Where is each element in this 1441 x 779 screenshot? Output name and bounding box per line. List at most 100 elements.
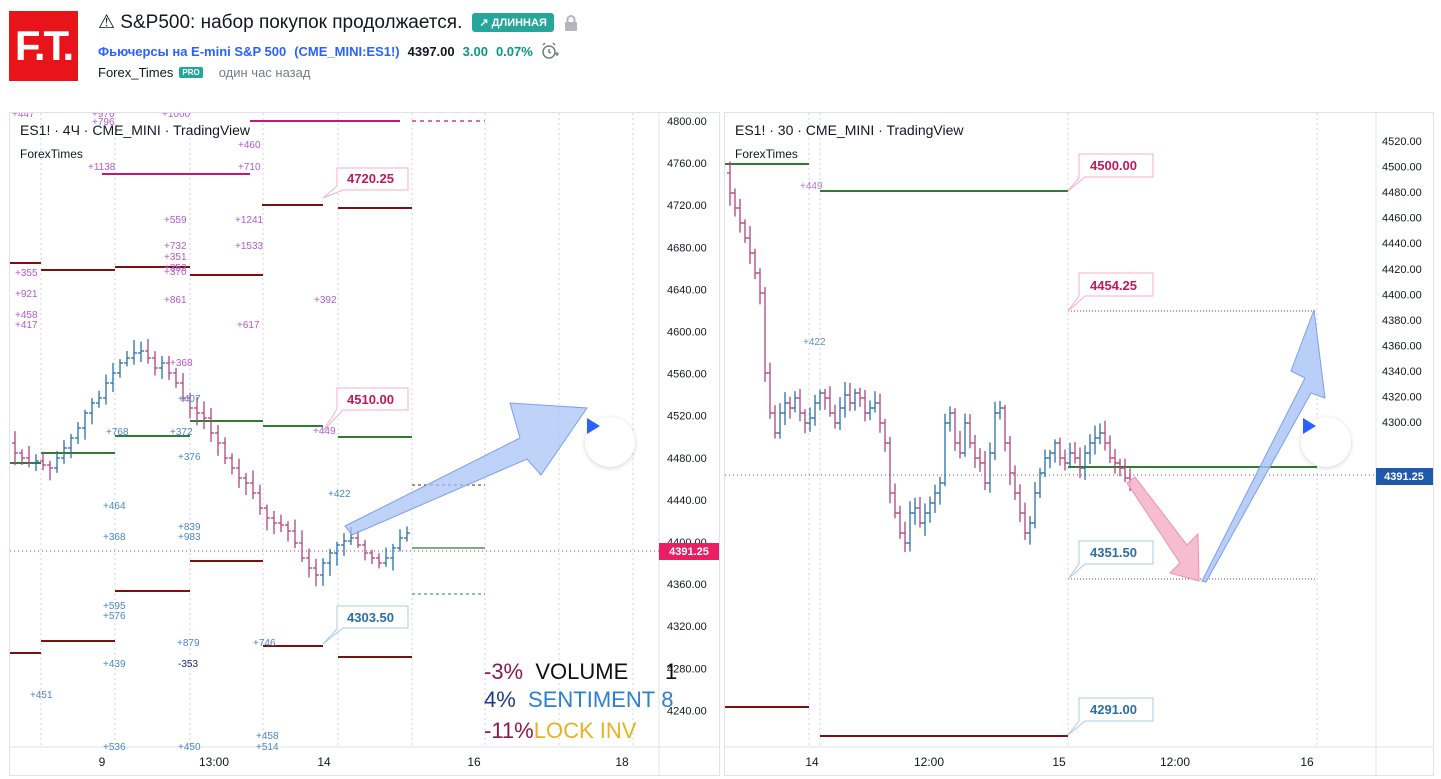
right-play-button[interactable] — [1301, 417, 1351, 467]
callout-4351 — [1067, 540, 1154, 580]
price-bar — [777, 403, 783, 439]
price-bar — [972, 435, 978, 468]
idea-title: ⚠ S&P500: набор покупок продолжается. — [98, 12, 463, 33]
annotation-blue: +595 — [103, 601, 126, 612]
price-bar — [737, 198, 743, 233]
right-y-axis-tick: 4440.00 — [1382, 238, 1422, 250]
left-x-axis-tick: 16 — [467, 755, 481, 769]
price-bar — [1082, 445, 1088, 480]
left-play-button[interactable] — [585, 417, 635, 467]
site-logo[interactable]: F.T. — [9, 11, 78, 81]
callout-4291-label: 4291.00 — [1090, 702, 1137, 717]
price-bar — [997, 400, 1003, 420]
price-bar — [257, 484, 263, 515]
price-bar — [166, 355, 172, 380]
annotation-pink: +1241 — [235, 215, 264, 226]
left-x-axis-tick: 18 — [615, 755, 629, 769]
callout-4720 — [322, 167, 409, 199]
price-bar — [882, 418, 888, 452]
symbol-link[interactable]: Фьючерсы на E-mini S&P 500 — [98, 43, 287, 59]
price-bar — [299, 530, 305, 563]
price-bar — [201, 401, 207, 430]
price-bar — [987, 442, 993, 493]
price-bar — [1087, 434, 1093, 465]
alarm-clock-icon[interactable] — [541, 42, 559, 60]
last-price: 4397.00 — [407, 43, 455, 59]
price-bar — [907, 501, 913, 552]
price-bar — [932, 484, 938, 513]
price-bar — [320, 558, 326, 586]
annotation-pink: +710 — [238, 162, 261, 173]
price-bar — [732, 188, 738, 217]
left-chart[interactable]: +447 +976 +796 +1000 +460 +1138 +710 +559 +1241 +… — [9, 112, 720, 776]
annotation-blue: +536 — [103, 742, 126, 753]
annotation-pink: +976 — [92, 113, 115, 120]
price-bar — [82, 409, 88, 440]
left-y-axis-tick: 4240.00 — [667, 705, 707, 717]
price-bar — [1057, 437, 1063, 466]
right-x-axis-tick: 16 — [1300, 755, 1314, 769]
left-y-axis-tick: 4440.00 — [667, 495, 707, 507]
price-bar — [243, 472, 249, 496]
price-bar — [1027, 516, 1033, 545]
price-bar — [152, 351, 158, 376]
price-bar — [26, 445, 32, 468]
price-bar — [727, 161, 733, 206]
annotation-blue: +422 — [328, 489, 351, 500]
price-bar — [138, 341, 144, 362]
price-bar — [33, 454, 39, 472]
right-chart-subtitle: ForexTimes — [735, 147, 798, 161]
annotation-pink: +370 — [164, 267, 187, 278]
price-bar — [942, 413, 948, 487]
price-bar — [61, 440, 67, 464]
annotation-pink: +559 — [164, 215, 187, 226]
right-chart-canvas[interactable]: +449 +422 4500.00 4454.25 4351.50 4291.0… — [725, 113, 1433, 775]
price-bar — [250, 470, 256, 500]
price-bar — [1092, 425, 1098, 455]
right-y-axis-tick: 4380.00 — [1382, 315, 1422, 327]
price-bar — [947, 406, 953, 432]
price-bar — [852, 388, 858, 411]
price-bar — [827, 386, 833, 417]
price-bar — [1072, 441, 1078, 464]
lock-icon — [564, 14, 577, 31]
price-bar — [362, 539, 368, 561]
legend-volume: -3% VOLUME 1 — [484, 659, 678, 684]
price-bar — [1077, 447, 1083, 479]
price-bar — [957, 430, 963, 459]
symbol-code[interactable]: (CME_MINI:ES1!) — [294, 43, 400, 59]
price-bar — [89, 398, 95, 425]
annotation-pink: +458 — [15, 310, 38, 321]
price-bar — [40, 451, 46, 471]
price-bar — [54, 451, 60, 473]
callout-4720-label: 4720.25 — [347, 171, 394, 186]
price-bar — [327, 548, 333, 576]
right-y-axis-tick: 4360.00 — [1382, 340, 1422, 352]
right-x-axis-tick: 12:00 — [1160, 755, 1190, 769]
right-price-tag: 4391.25 — [1384, 471, 1424, 483]
left-y-axis-tick: 4280.00 — [667, 663, 707, 675]
idea-title-row: ⚠ S&P500: набор покупок продолжается. ↗ … — [98, 11, 578, 34]
price-bar — [208, 408, 214, 442]
annotation-blue: +576 — [103, 611, 126, 622]
price-bar — [752, 248, 758, 280]
right-y-axis-tick: 4300.00 — [1382, 417, 1422, 429]
right-y-axis-tick: 4400.00 — [1382, 289, 1422, 301]
author-name[interactable]: Forex_Times — [98, 65, 174, 80]
annotation-blue: +839 — [178, 522, 201, 533]
price-bar — [962, 413, 968, 457]
left-y-axis-tick: 4600.00 — [667, 327, 707, 339]
right-chart[interactable]: +449 +422 4500.00 4454.25 4351.50 4291.0… — [724, 112, 1434, 776]
annotation-blue: +879 — [177, 638, 200, 649]
left-chart-canvas[interactable]: +447 +976+796 +1000 +460 +1138 +710 +559 +1241 +… — [10, 113, 719, 775]
annotation-blue: +451 — [30, 690, 53, 701]
price-bar — [1062, 449, 1068, 471]
annotation-pink: +460 — [238, 140, 261, 151]
price-bar — [1107, 435, 1113, 464]
price-bar — [229, 453, 235, 475]
price-bar — [313, 558, 319, 587]
right-chart-title: ES1! · 30 · CME_MINI · TradingView — [735, 122, 964, 138]
right-y-axis-tick: 4520.00 — [1382, 136, 1422, 148]
price-bar — [383, 547, 389, 567]
price-bar — [912, 497, 918, 525]
